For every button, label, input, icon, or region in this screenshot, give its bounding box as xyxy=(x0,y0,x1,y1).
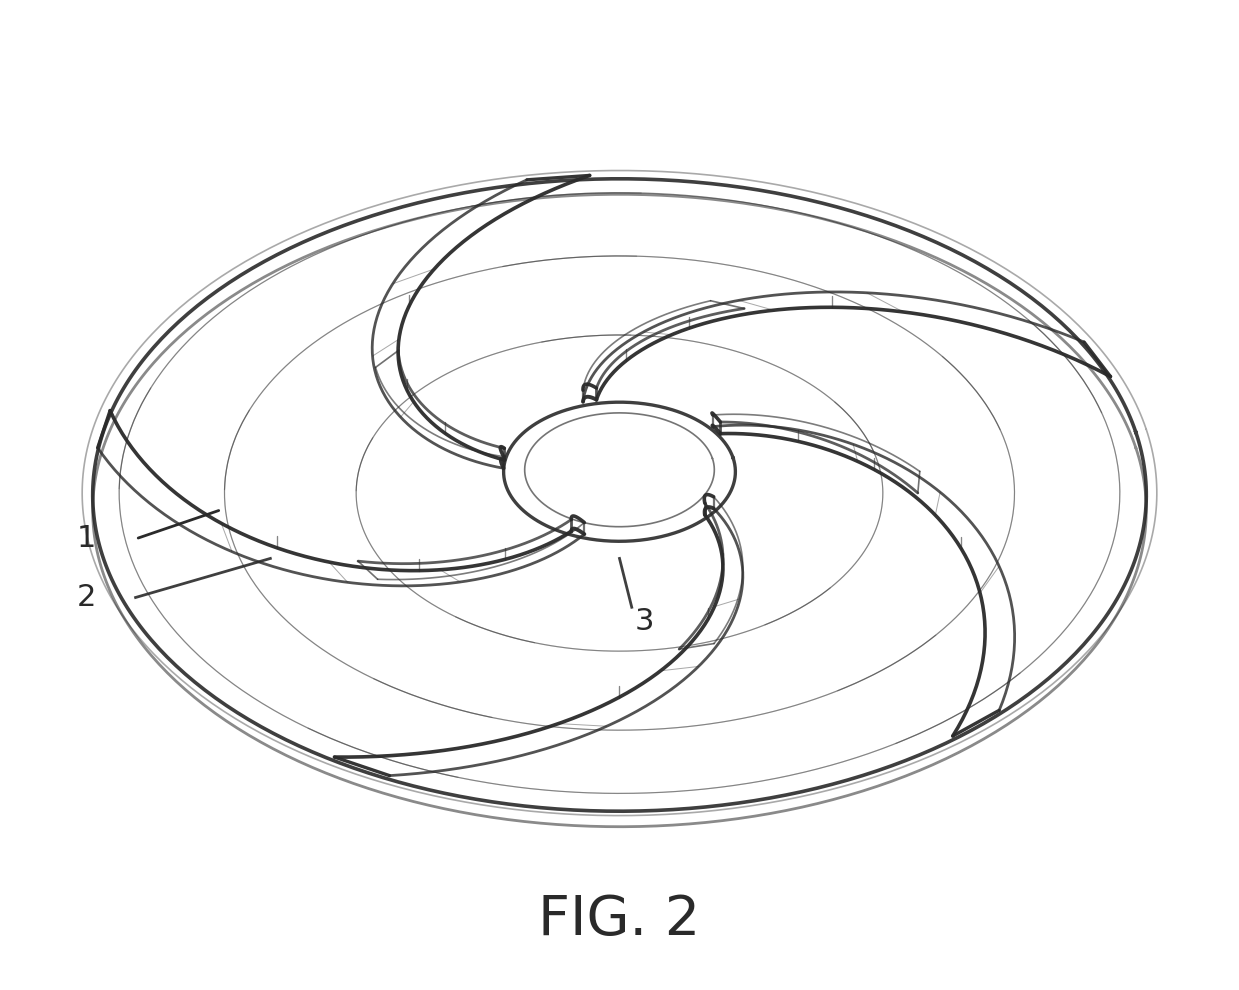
Text: FIG. 2: FIG. 2 xyxy=(539,893,700,946)
Text: 3: 3 xyxy=(634,608,654,637)
Text: 2: 2 xyxy=(77,583,97,612)
Text: 1: 1 xyxy=(77,525,97,553)
